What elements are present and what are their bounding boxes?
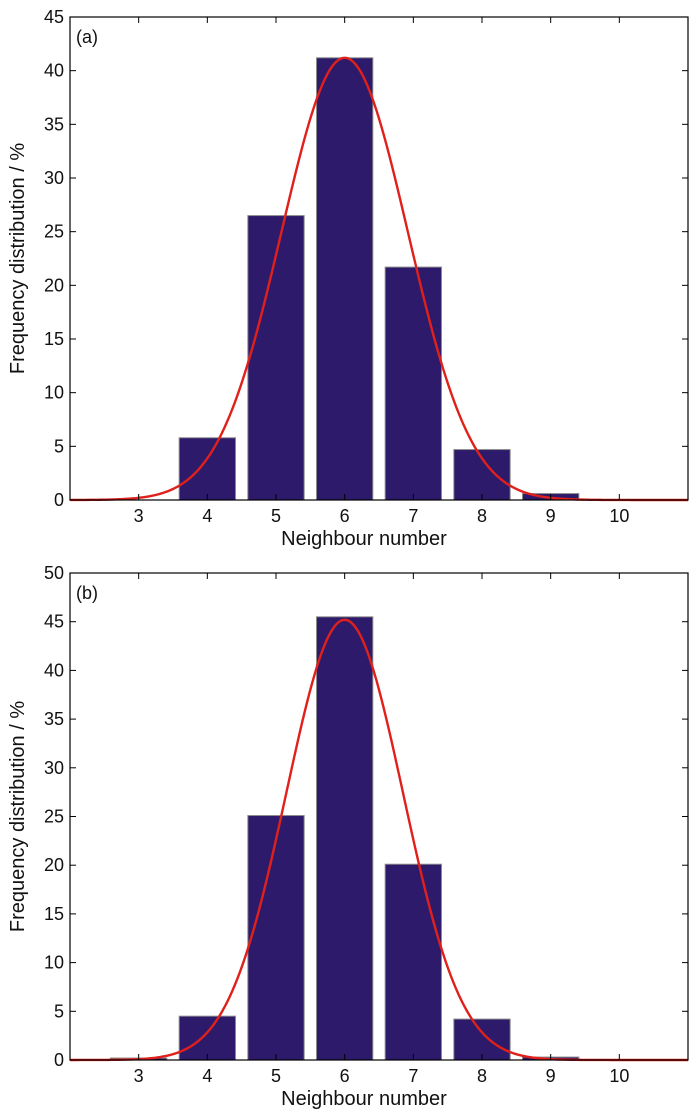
- x-tick-label: 10: [609, 506, 629, 526]
- bar-5: [247, 215, 305, 501]
- plot-frame: [69, 572, 689, 1061]
- x-tick-label: 10: [609, 1066, 629, 1086]
- y-tick-label: 5: [54, 436, 64, 456]
- x-tick-label: 8: [477, 506, 487, 526]
- y-tick-label: 45: [44, 7, 64, 27]
- y-tick-label: 25: [44, 222, 64, 242]
- bar-4: [178, 437, 236, 501]
- bar-5: [247, 815, 305, 1061]
- x-tick-label: 8: [477, 1066, 487, 1086]
- y-tick-label: 25: [44, 807, 64, 827]
- y-tick-label: 30: [44, 758, 64, 778]
- x-tick-label: 9: [546, 1066, 556, 1086]
- x-tick-label: 7: [408, 1066, 418, 1086]
- gaussian-fit-curve: [70, 618, 688, 1062]
- x-tick-label: 3: [134, 506, 144, 526]
- y-axis-label: Frequency distribution / %: [7, 701, 29, 932]
- y-tick-label: 15: [44, 329, 64, 349]
- panel-label: (a): [76, 27, 98, 47]
- x-tick-label: 4: [202, 1066, 212, 1086]
- bar-4: [178, 1015, 236, 1061]
- y-tick-label: 0: [54, 490, 64, 510]
- bar-6: [316, 57, 374, 501]
- x-axis-label: Neighbour number: [281, 528, 447, 550]
- x-tick-label: 7: [408, 506, 418, 526]
- x-axis-label: Neighbour number: [281, 1088, 447, 1110]
- x-tick-label: 3: [134, 1066, 144, 1086]
- bar-8: [453, 1018, 511, 1061]
- y-tick-label: 10: [44, 953, 64, 973]
- y-tick-label: 30: [44, 168, 64, 188]
- y-tick-label: 45: [44, 612, 64, 632]
- bar-7: [384, 863, 442, 1061]
- y-tick-label: 40: [44, 61, 64, 81]
- y-tick-label: 35: [44, 709, 64, 729]
- y-tick-label: 20: [44, 275, 64, 295]
- y-tick-label: 10: [44, 383, 64, 403]
- bar-6: [316, 616, 374, 1061]
- x-tick-label: 5: [271, 1066, 281, 1086]
- y-tick-label: 5: [54, 1001, 64, 1021]
- bar-7: [384, 266, 442, 501]
- panel-label: (b): [76, 583, 98, 603]
- y-tick-label: 50: [44, 563, 64, 583]
- plot-frame: [69, 16, 689, 501]
- y-tick-label: 0: [54, 1050, 64, 1070]
- x-tick-label: 6: [340, 506, 350, 526]
- y-tick-label: 20: [44, 855, 64, 875]
- x-tick-label: 6: [340, 1066, 350, 1086]
- x-tick-label: 5: [271, 506, 281, 526]
- y-tick-label: 40: [44, 660, 64, 680]
- y-axis-label: Frequency distribution / %: [7, 143, 29, 374]
- y-tick-label: 35: [44, 114, 64, 134]
- x-tick-label: 4: [202, 506, 212, 526]
- gaussian-fit-curve: [69, 56, 688, 502]
- y-tick-label: 15: [44, 904, 64, 924]
- x-tick-label: 9: [546, 506, 556, 526]
